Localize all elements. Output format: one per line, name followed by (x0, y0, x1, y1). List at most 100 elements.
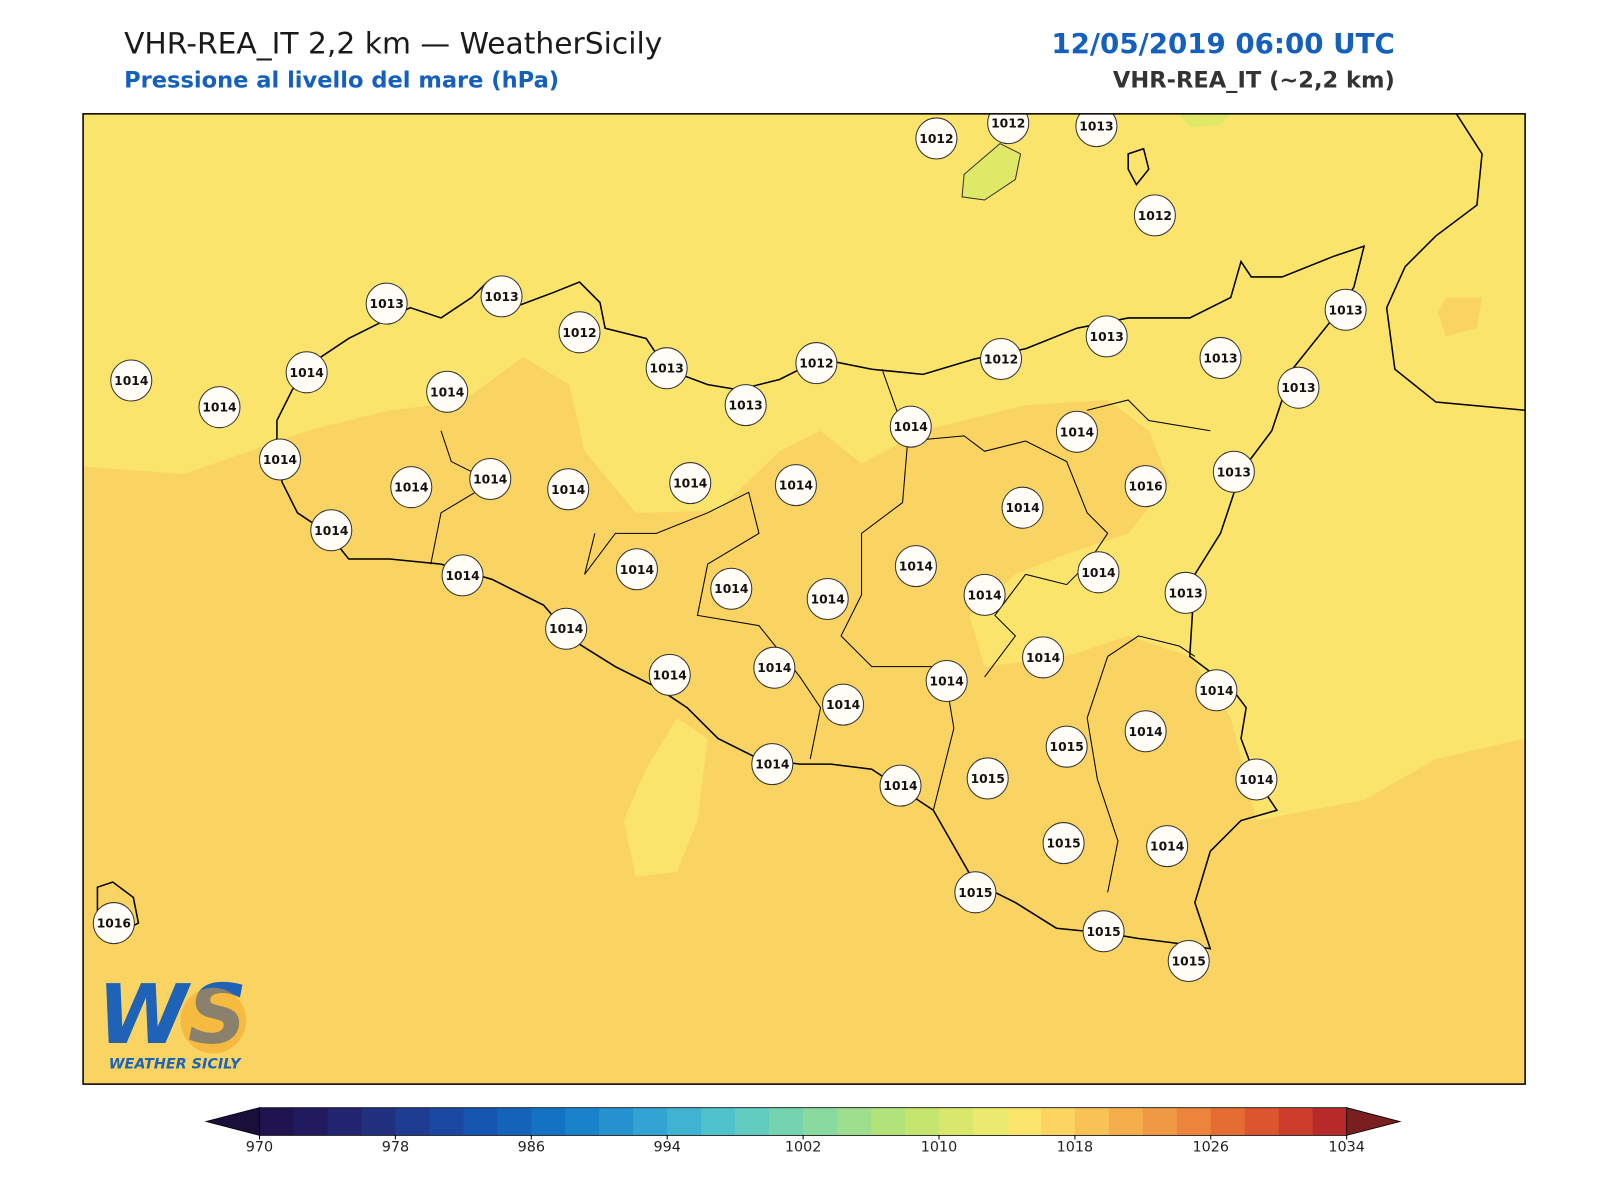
station-marker (1133, 194, 1176, 237)
station-value: 1014 (779, 479, 813, 493)
station-marker (1124, 465, 1167, 508)
station-marker (110, 359, 153, 402)
station-value: 1014 (549, 622, 583, 636)
colorbar-swatch (633, 1107, 668, 1136)
colorbar-swatch (361, 1107, 396, 1136)
station-value: 1014 (263, 453, 297, 467)
station-marker (285, 351, 328, 394)
station-marker (426, 370, 469, 413)
station-value: 1015 (958, 886, 992, 900)
station-value: 1012 (919, 132, 953, 146)
station-value: 1014 (551, 483, 585, 497)
station: 1014 (822, 683, 865, 726)
island-lipari (1127, 147, 1150, 187)
colorbar-swatch (803, 1107, 838, 1136)
station: 1015 (1167, 940, 1210, 983)
station: 1014 (1001, 486, 1044, 529)
station: 1013 (1085, 315, 1128, 358)
station-marker (753, 646, 796, 689)
station: 1014 (285, 351, 328, 394)
station-value: 1014 (314, 524, 348, 538)
colorbar-swatch (1006, 1107, 1042, 1136)
station-value: 1014 (1239, 773, 1273, 787)
station-marker (390, 466, 433, 509)
station-marker (1001, 486, 1044, 529)
station-value: 1014 (899, 560, 933, 574)
station-marker (645, 347, 688, 390)
station-marker (1212, 450, 1255, 493)
logo-sun (180, 987, 247, 1054)
station-marker (547, 468, 590, 511)
station: 1013 (1212, 450, 1255, 493)
station-value: 1014 (1199, 684, 1233, 698)
station: 1013 (365, 282, 408, 325)
station: 1012 (1133, 194, 1176, 237)
station-value: 1014 (620, 563, 654, 577)
station-marker (310, 509, 353, 552)
colorbar-tick-label: 1010 (921, 1140, 958, 1156)
coastline-calabria (1385, 113, 1526, 412)
island-green (961, 142, 1022, 201)
station: 1014 (390, 466, 433, 509)
station-value: 1014 (883, 779, 917, 793)
colorbar-swatch (1108, 1107, 1144, 1136)
colorbar-swatch (565, 1107, 600, 1136)
colorbar-under (204, 1107, 260, 1136)
colorbar-swatch (259, 1107, 294, 1136)
station-value: 1013 (1281, 381, 1315, 395)
colorbar-swatch (293, 1107, 328, 1136)
colorbar: 970 978 986 994 1002 1010 1018 1026 1034 (204, 1107, 1402, 1156)
station-marker (751, 743, 794, 786)
station: 1014 (1124, 710, 1167, 753)
station-marker (1075, 113, 1118, 148)
station: 1014 (710, 567, 753, 610)
station-value: 1014 (1060, 425, 1094, 439)
station-value: 1013 (370, 297, 404, 311)
station-marker (915, 117, 958, 160)
colorbar-swatch (1040, 1107, 1076, 1136)
station: 1014 (198, 386, 241, 429)
station-value: 1014 (930, 675, 964, 689)
station-marker (979, 337, 1023, 380)
colorbar-swatch (1142, 1107, 1178, 1136)
station: 1012 (987, 113, 1030, 145)
station: 1015 (966, 757, 1009, 800)
station-value: 1014 (894, 420, 928, 434)
colorbar-swatch (1278, 1107, 1314, 1136)
station-marker (894, 545, 937, 588)
station: 1014 (1077, 551, 1120, 594)
field-light-patch (623, 717, 708, 877)
station-value: 1015 (971, 772, 1005, 786)
colorbar-swatch (837, 1107, 872, 1136)
station-marker (987, 113, 1030, 145)
station-marker (724, 384, 767, 427)
station-marker (1235, 758, 1278, 801)
station: 1014 (545, 607, 588, 650)
station: 1014 (925, 660, 968, 703)
station-marker (258, 438, 302, 481)
station-marker (795, 342, 838, 385)
station: 1014 (547, 468, 590, 511)
station-value: 1014 (430, 385, 464, 399)
station: 1012 (558, 311, 601, 354)
station-marker (1077, 551, 1120, 594)
station-marker (954, 871, 997, 914)
station: 1014 (1055, 410, 1098, 453)
station: 1014 (1235, 758, 1278, 801)
station-marker (879, 764, 922, 807)
station-value: 1014 (967, 588, 1001, 602)
colorbar-swatch (1074, 1107, 1110, 1136)
colorbar-swatch (429, 1107, 464, 1136)
colorbar-swatch (972, 1107, 1008, 1136)
colorbar-swatch (599, 1107, 634, 1136)
colorbar-swatch (938, 1107, 974, 1136)
station-marker (966, 757, 1009, 800)
station-marker (615, 548, 658, 591)
station-value: 1013 (1329, 303, 1363, 317)
station-marker (198, 386, 241, 429)
station-value: 1013 (1203, 351, 1237, 365)
station: 1014 (753, 646, 796, 689)
colorbar-tick-label: 1002 (785, 1140, 822, 1156)
station-marker (1124, 710, 1167, 753)
